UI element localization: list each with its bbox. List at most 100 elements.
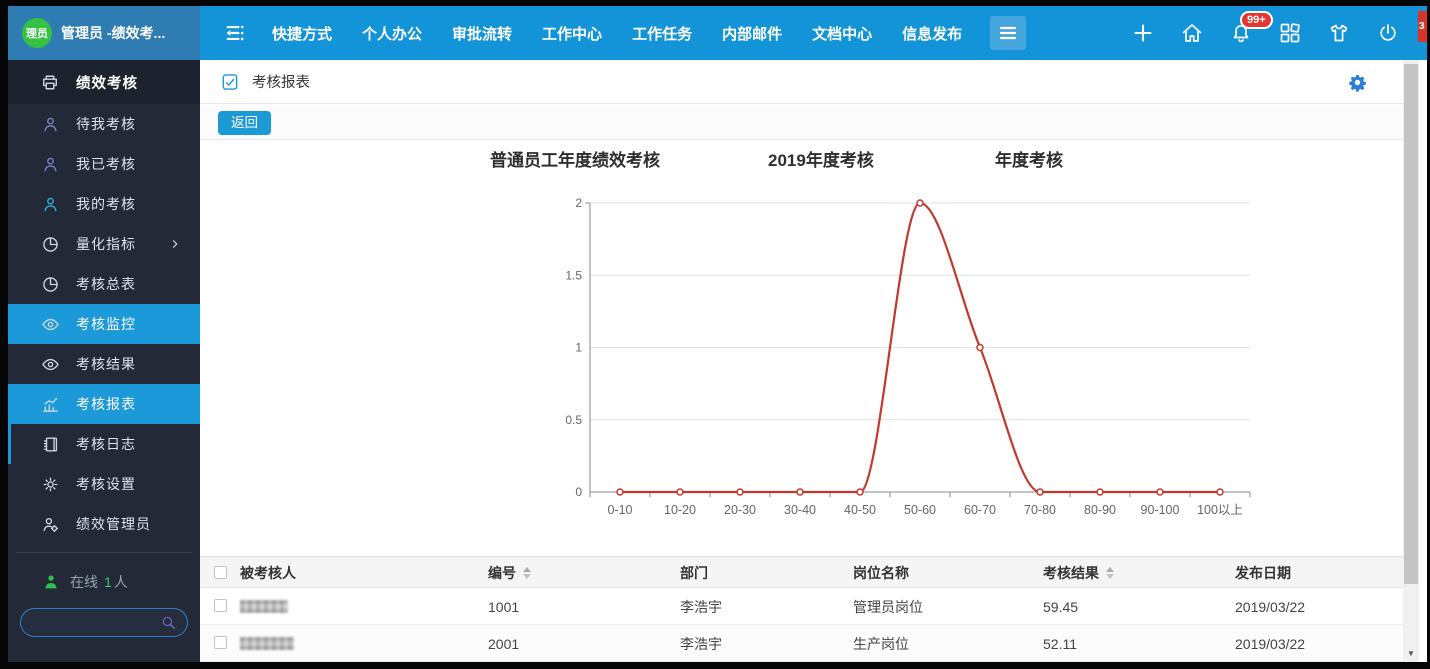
user-section[interactable]: 理员 管理员 -绩效考... bbox=[8, 6, 200, 60]
table-row[interactable]: 2001 李浩宇 生产岗位 52.11 2019/03/22 bbox=[200, 625, 1403, 662]
data-point-marker bbox=[676, 488, 684, 496]
hamburger-icon bbox=[996, 21, 1020, 45]
sidebar-item-3[interactable]: 我已考核 bbox=[8, 144, 200, 184]
score-distribution-line-chart: 0 0.5 1 1.5 2 0-10 10-20 20-30 30-40 40-50 50-60 60… bbox=[565, 196, 1251, 517]
sidebar-item-6[interactable]: 考核总表 bbox=[8, 264, 200, 304]
shirt-icon[interactable] bbox=[1326, 20, 1352, 46]
sidebar-item-label: 考核监控 bbox=[76, 316, 136, 332]
pie-chart-icon bbox=[40, 234, 60, 254]
nav-item-7[interactable]: 文档中心 bbox=[812, 25, 873, 43]
sidebar-item-2[interactable]: 待我考核 bbox=[8, 104, 200, 144]
sidebar-item-7[interactable]: 考核监控 bbox=[8, 304, 200, 344]
bar-chart-icon bbox=[40, 394, 60, 414]
data-point-marker bbox=[856, 488, 864, 496]
main-nav: 快捷方式 个人办公 审批流转 工作中心 工作任务 内部邮件 文档中心 信息发布 bbox=[270, 19, 964, 48]
sidebar-search-box bbox=[20, 608, 188, 637]
sidebar-item-label: 我已考核 bbox=[76, 156, 136, 172]
nav-item-2[interactable]: 个人办公 bbox=[362, 25, 423, 43]
chart-title-type: 年度考核 bbox=[995, 151, 1063, 170]
y-tick-label: 1 bbox=[575, 341, 582, 355]
online-label: 在线 bbox=[70, 574, 98, 590]
cell-dept: 李浩宇 bbox=[680, 635, 722, 652]
column-header-5[interactable]: 考核结果 bbox=[1043, 557, 1114, 589]
collapse-sidebar-icon[interactable] bbox=[220, 20, 246, 46]
row-checkbox[interactable] bbox=[214, 636, 227, 649]
column-header-2[interactable]: 编号 bbox=[488, 557, 531, 589]
column-header-3: 部门 bbox=[680, 557, 708, 589]
sidebar-divider bbox=[16, 552, 192, 553]
scrollbar-down-arrow[interactable]: ▼ bbox=[1407, 648, 1415, 658]
nav-item-1[interactable]: 快捷方式 bbox=[272, 25, 333, 43]
sidebar-item-9[interactable]: 考核报表 bbox=[8, 384, 200, 424]
sidebar-item-4[interactable]: 我的考核 bbox=[8, 184, 200, 224]
sidebar-item-1[interactable]: 绩效考核 bbox=[8, 60, 200, 104]
redacted-name-block bbox=[240, 600, 288, 613]
breadcrumb-bar: 考核报表 bbox=[200, 60, 1403, 104]
data-point-marker bbox=[796, 488, 804, 496]
avatar: 理员 bbox=[22, 18, 52, 48]
cell-code: 1001 bbox=[488, 598, 520, 615]
toolbar: 返回 bbox=[200, 105, 1403, 140]
sidebar-item-label: 考核结果 bbox=[76, 356, 136, 372]
data-point-marker bbox=[616, 488, 624, 496]
bell-icon[interactable]: 99+ bbox=[1228, 11, 1273, 46]
sidebar-item-12[interactable]: 绩效管理员 bbox=[8, 504, 200, 544]
nav-item-4[interactable]: 工作中心 bbox=[542, 25, 603, 43]
y-tick-label: 1.5 bbox=[565, 268, 582, 282]
table-row[interactable]: 1001 李浩宇 管理员岗位 59.45 2019/03/22 bbox=[200, 588, 1403, 625]
row-checkbox[interactable] bbox=[214, 599, 227, 612]
user-name: 管理员 -绩效考... bbox=[61, 25, 166, 41]
grid-icon[interactable] bbox=[1277, 20, 1303, 46]
main-content: 考核报表 返回 普通员工年度绩效考核 2019年度考核 年度考核 0 0.5 1 1.… bbox=[200, 60, 1403, 662]
nav-item-6[interactable]: 内部邮件 bbox=[722, 25, 783, 43]
sort-icon[interactable] bbox=[1106, 567, 1114, 579]
cell-post: 管理员岗位 bbox=[853, 598, 923, 615]
x-tick-label: 100以上 bbox=[1197, 503, 1243, 517]
sidebar-item-5[interactable]: 量化指标 bbox=[8, 224, 200, 264]
x-tick-label: 60-70 bbox=[964, 503, 996, 517]
user-gear-icon bbox=[40, 514, 60, 534]
sidebar-item-label: 量化指标 bbox=[76, 236, 136, 252]
y-tick-label: 2 bbox=[575, 196, 582, 210]
cell-date: 2019/03/22 bbox=[1235, 598, 1306, 615]
y-tick-label: 0 bbox=[575, 485, 582, 499]
home-icon[interactable] bbox=[1179, 20, 1205, 46]
y-tick-label: 0.5 bbox=[565, 413, 582, 427]
data-point-marker bbox=[1036, 488, 1044, 496]
data-point-marker bbox=[976, 343, 984, 352]
pie-chart-icon bbox=[40, 274, 60, 294]
data-point-marker bbox=[916, 199, 924, 207]
search-icon[interactable] bbox=[160, 614, 177, 631]
notification-badge: 99+ bbox=[1240, 11, 1273, 29]
more-menu-button[interactable] bbox=[990, 16, 1027, 50]
sidebar-item-10[interactable]: 考核日志 bbox=[8, 424, 200, 464]
sidebar-item-8[interactable]: 考核结果 bbox=[8, 344, 200, 384]
data-point-marker bbox=[1216, 488, 1224, 496]
power-icon[interactable] bbox=[1375, 20, 1401, 46]
sidebar-item-label: 我的考核 bbox=[76, 196, 136, 212]
sidebar-item-11[interactable]: 考核设置 bbox=[8, 464, 200, 504]
sidebar-item-label: 考核总表 bbox=[76, 276, 136, 292]
x-tick-label: 50-60 bbox=[904, 503, 936, 517]
report-doc-icon bbox=[220, 72, 240, 92]
user-icon bbox=[40, 194, 60, 214]
nav-item-3[interactable]: 审批流转 bbox=[452, 25, 513, 43]
column-header-label: 岗位名称 bbox=[853, 565, 909, 581]
select-all-checkbox[interactable] bbox=[214, 566, 227, 579]
sidebar-search-input[interactable] bbox=[21, 615, 160, 630]
nav-item-5[interactable]: 工作任务 bbox=[632, 25, 693, 43]
cell-assessee-name-redacted bbox=[240, 625, 294, 662]
settings-gear-icon[interactable] bbox=[1348, 73, 1367, 92]
cell-assessee-name-redacted bbox=[240, 588, 288, 625]
nav-item-8[interactable]: 信息发布 bbox=[902, 25, 963, 43]
back-button[interactable]: 返回 bbox=[218, 111, 271, 135]
cell-post: 生产岗位 bbox=[853, 635, 909, 652]
online-unit: 人 bbox=[113, 574, 128, 590]
sidebar-item-label: 绩效考核 bbox=[76, 75, 138, 92]
sort-icon[interactable] bbox=[523, 567, 531, 579]
sidebar-item-label: 待我考核 bbox=[76, 116, 136, 132]
sidebar-item-label: 考核日志 bbox=[76, 436, 136, 452]
plus-icon[interactable] bbox=[1130, 20, 1156, 46]
scrollbar-thumb[interactable] bbox=[1404, 64, 1418, 584]
edge-notification-badge: 3 bbox=[1418, 11, 1427, 42]
